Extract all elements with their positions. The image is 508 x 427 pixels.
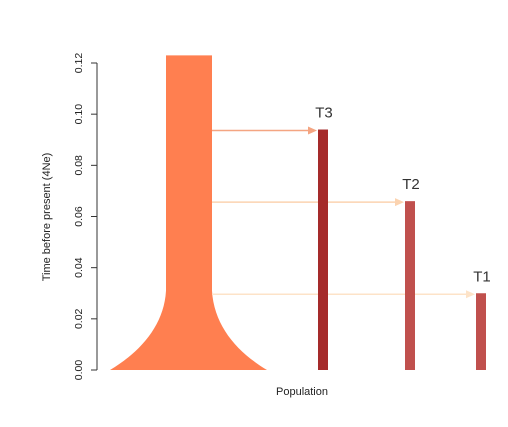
y-tick-label: 0.10 bbox=[73, 104, 85, 125]
y-tick-label: 0.12 bbox=[73, 53, 85, 74]
arrowhead-t1 bbox=[466, 290, 475, 299]
y-tick-label: 0.08 bbox=[73, 155, 85, 176]
y-tick-label: 0.06 bbox=[73, 206, 85, 227]
y-tick-label: 0.02 bbox=[73, 308, 85, 329]
target-bar-t2 bbox=[405, 201, 415, 370]
target-populations: T3 T2 T1 bbox=[315, 105, 491, 370]
target-bar-t3 bbox=[318, 129, 328, 370]
target-bar-t1 bbox=[476, 293, 486, 370]
y-tick-label: 0.00 bbox=[73, 360, 85, 381]
event-label-t1: T1 bbox=[473, 268, 491, 285]
source-population-group bbox=[110, 55, 267, 370]
y-axis-label: Time before present (4Ne) bbox=[41, 153, 53, 282]
event-label-t2: T2 bbox=[402, 176, 420, 193]
x-axis-label: Population bbox=[276, 386, 328, 398]
source-population-shape bbox=[110, 55, 267, 370]
y-tick-label: 0.04 bbox=[73, 257, 85, 278]
event-label-t3: T3 bbox=[315, 105, 333, 122]
y-axis: 0.00 0.02 0.04 0.06 0.08 0.10 0.12 bbox=[73, 53, 98, 381]
arrowhead-t3 bbox=[308, 126, 317, 135]
migration-arrows bbox=[212, 126, 475, 299]
arrowhead-t2 bbox=[395, 198, 404, 207]
